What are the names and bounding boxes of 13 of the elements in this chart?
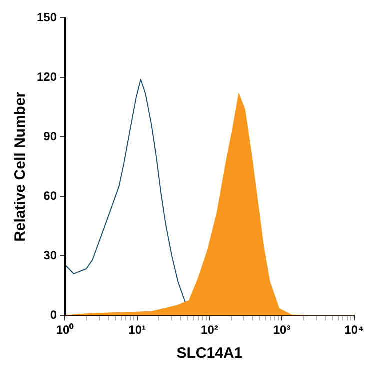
x-axis-title: SLC14A1 <box>176 345 243 362</box>
y-tick-label: 150 <box>36 10 58 25</box>
y-tick-label: 0 <box>50 308 58 322</box>
y-tick-label: 60 <box>44 188 58 203</box>
x-tick-label: 10⁴ <box>344 323 364 338</box>
y-axis-title: Relative Cell Number <box>12 92 30 242</box>
y-tick-label: 120 <box>36 70 58 84</box>
y-tick-label: 30 <box>44 248 58 262</box>
y-tick-label: 90 <box>44 129 58 144</box>
x-tick-label: 10³ <box>273 323 291 338</box>
x-tick-label: 10⁰ <box>56 323 75 338</box>
x-tick-label: 10² <box>201 323 218 338</box>
x-tick-label: 10¹ <box>128 323 146 338</box>
